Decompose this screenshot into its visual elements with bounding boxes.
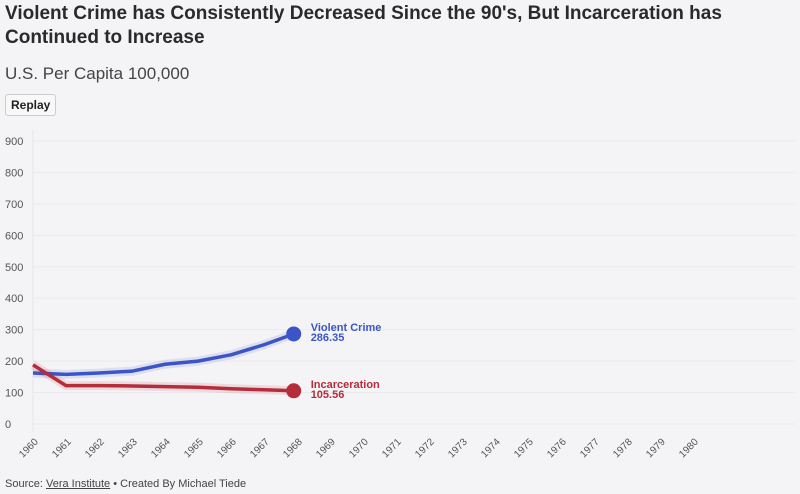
source-line: Source: Vera Institute • Created By Mich…: [5, 478, 246, 490]
series-end-point: [286, 383, 302, 399]
y-tick-label: 600: [5, 230, 23, 242]
x-tick-label: 1980: [677, 436, 701, 460]
series-value-label: 105.56: [311, 389, 345, 401]
x-tick-label: 1975: [512, 436, 536, 460]
x-tick-label: 1974: [479, 436, 503, 460]
y-tick-label: 0: [5, 419, 11, 431]
x-tick-label: 1960: [17, 436, 41, 460]
x-tick-label: 1970: [347, 436, 371, 460]
y-tick-label: 900: [5, 136, 23, 148]
y-tick-label: 400: [5, 293, 23, 305]
source-link[interactable]: Vera Institute: [45, 478, 111, 490]
chart-subtitle: U.S. Per Capita 100,000: [5, 64, 190, 83]
x-tick-label: 1968: [281, 436, 305, 460]
x-tick-label: 1967: [248, 436, 272, 460]
x-tick-label: 1966: [215, 436, 239, 460]
series-value-label: 286.35: [311, 332, 345, 344]
x-tick-label: 1973: [446, 436, 470, 460]
x-tick-label: 1965: [182, 436, 206, 460]
x-tick-label: 1976: [545, 436, 569, 460]
y-tick-label: 100: [5, 388, 23, 400]
chart-title: Violent Crime has Consistently Decreased…: [5, 3, 722, 48]
series-line-incarceration: [32, 363, 294, 393]
y-tick-label: 300: [5, 325, 23, 337]
source-prefix: Source:: [5, 478, 46, 490]
x-tick-label: 1964: [149, 436, 173, 460]
series-name-label: Violent Crime: [311, 322, 382, 334]
x-tick-label: 1961: [50, 436, 74, 460]
x-tick-label: 1977: [578, 436, 602, 460]
x-tick-label: 1971: [380, 436, 404, 460]
x-tick-label: 1979: [644, 436, 668, 460]
x-tick-label: 1972: [413, 436, 437, 460]
replay-button[interactable]: Replay: [5, 94, 57, 116]
x-tick-label: 1962: [83, 436, 107, 460]
series-line-violent-crime: [32, 332, 295, 377]
x-tick-label: 1978: [611, 436, 635, 460]
y-tick-label: 500: [5, 262, 23, 274]
series-name-label: Incarceration: [311, 379, 380, 391]
series-halo: [32, 329, 296, 379]
source-suffix: • Created By Michael Tiede: [110, 478, 247, 490]
x-tick-label: 1963: [116, 436, 140, 460]
series-end-point: [286, 326, 302, 342]
x-tick-label: 1969: [314, 436, 338, 460]
y-tick-label: 700: [5, 199, 23, 211]
y-tick-label: 200: [5, 356, 23, 368]
y-tick-label: 800: [5, 167, 23, 179]
